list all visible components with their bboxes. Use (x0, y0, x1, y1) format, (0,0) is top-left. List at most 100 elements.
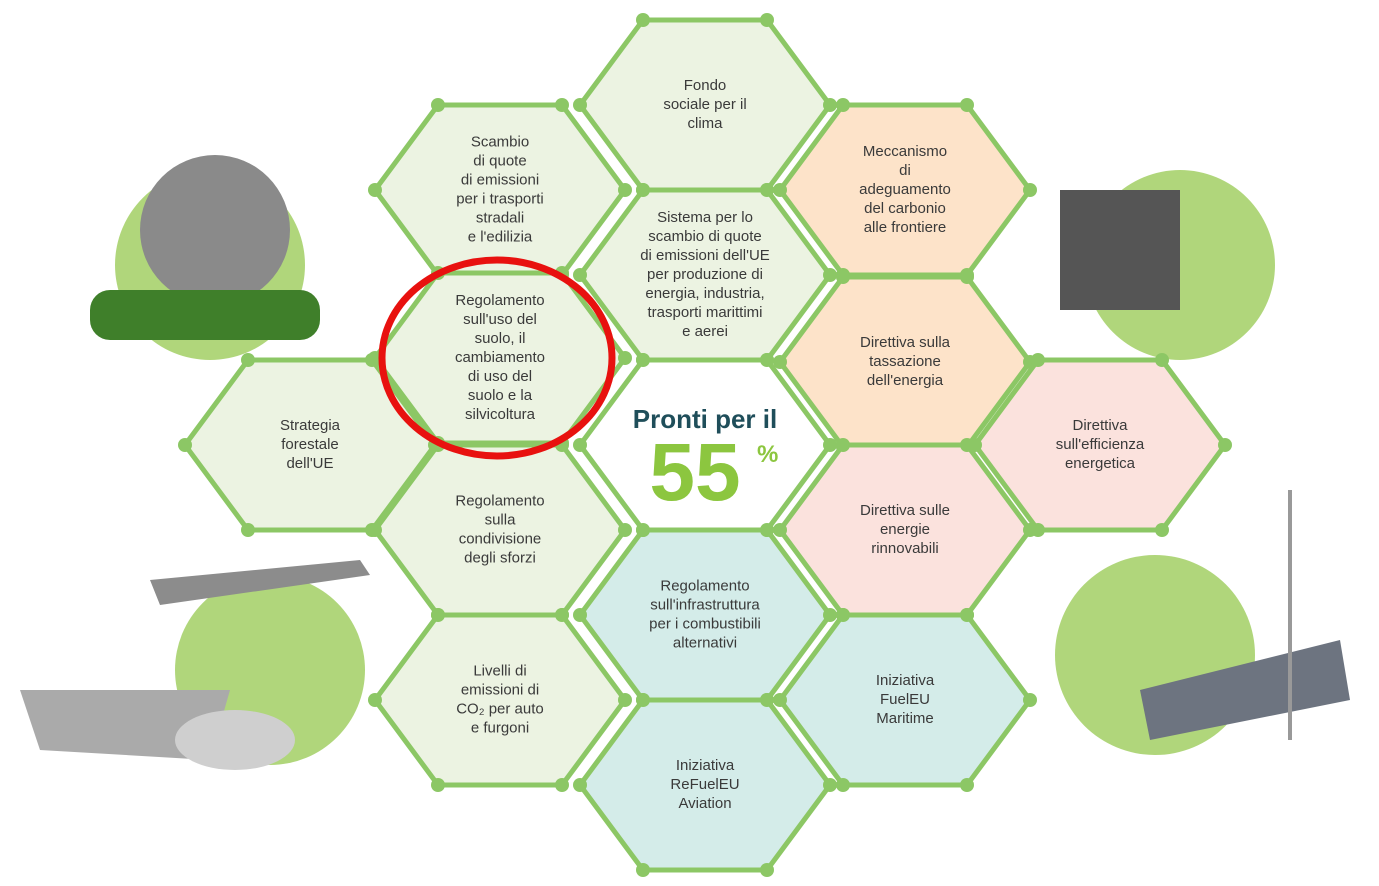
hexagon-node (618, 693, 632, 707)
hexagon-label: per i trasporti (456, 190, 544, 207)
hexagon-node (836, 608, 850, 622)
hexagon-label: Livelli di (473, 662, 526, 679)
hexagon-node (773, 523, 787, 537)
hexagon-label: per i combustibili (649, 615, 761, 632)
hexagon-node (760, 863, 774, 877)
hexagon-node (178, 438, 192, 452)
hexagon-label: rinnovabili (871, 540, 939, 557)
hexagon-node (555, 608, 569, 622)
hexagon-node (1031, 353, 1045, 367)
car (175, 710, 295, 770)
hexagon-node (573, 778, 587, 792)
hexagon-label: energia, industria, (645, 285, 764, 302)
hexagon-label: alle frontiere (864, 219, 947, 236)
hexagon-node (573, 268, 587, 282)
hexagon-node (823, 98, 837, 112)
hexagon-label: Iniziativa (876, 672, 935, 689)
hexagon-node (760, 693, 774, 707)
hexagon-label: sull'efficienza (1056, 436, 1145, 453)
hexagon-label: di emissioni dell'UE (640, 247, 770, 264)
hexagon-node (773, 693, 787, 707)
hexagon-label: degli sforzi (464, 549, 536, 566)
hexagon-label: tassazione (869, 353, 941, 370)
hexagon-label: Direttiva sulla (860, 334, 951, 351)
hexagon-label: e furgoni (471, 719, 529, 736)
hexagon-label: di quote (473, 152, 526, 169)
hexagon-node (1155, 523, 1169, 537)
hexagon-node (241, 523, 255, 537)
hexagon-label: FuelEU (880, 691, 930, 708)
hexagon-label: adeguamento (859, 181, 951, 198)
hexagon-label: sociale per il (663, 96, 746, 113)
center-number: 55 (649, 427, 740, 518)
hexagon-label: stradali (476, 209, 524, 226)
hexagon-label: Direttiva sulle (860, 502, 950, 519)
hexagon-node (555, 778, 569, 792)
hexagon-node (960, 98, 974, 112)
hexagon-label: dell'UE (286, 455, 333, 472)
hexagon-node (636, 693, 650, 707)
hexagon-node (431, 98, 445, 112)
hexagon-node (618, 351, 632, 365)
hexagon-node (836, 438, 850, 452)
hexagon-node (836, 778, 850, 792)
hexagon-label: scambio di quote (648, 228, 761, 245)
hexagon-label: sull'infrastruttura (650, 596, 760, 613)
hexagon-label: Sistema per lo (657, 209, 753, 226)
hexagon-label: del carbonio (864, 200, 946, 217)
hexagon-label: trasporti marittimi (647, 304, 762, 321)
hexagon-node (960, 608, 974, 622)
hexagon-label: Regolamento (660, 577, 749, 594)
hexagon-node (1023, 523, 1037, 537)
hexagon-label: ReFuelEU (670, 776, 739, 793)
hexagon-label: sulla (485, 511, 517, 528)
hexagon-node (823, 778, 837, 792)
hexagon-node (823, 608, 837, 622)
hexagon-label: alternativi (673, 634, 737, 651)
hexagon-label: condivisione (459, 530, 542, 547)
container (1060, 190, 1180, 310)
hexagon-node (573, 98, 587, 112)
center-unit: % (757, 441, 778, 468)
hexagon-node (760, 353, 774, 367)
hexagon-label: e aerei (682, 323, 728, 340)
hexagon-label: Maritime (876, 710, 934, 727)
hexagon-node (836, 270, 850, 284)
hexagon-node (636, 183, 650, 197)
hexagon-node (760, 13, 774, 27)
hexagon-node (573, 438, 587, 452)
hexagon-label: Aviation (678, 795, 731, 812)
hexagon-label: energie (880, 521, 930, 538)
hexagon-label: di uso del (468, 368, 532, 385)
hexagon-label: Regolamento (455, 292, 544, 309)
hexagon-node (365, 353, 379, 367)
hexagon-label: Fondo (684, 77, 727, 94)
hexagon-node (760, 523, 774, 537)
hexagon-label: sull'uso del (463, 311, 537, 328)
hexagon-node (618, 183, 632, 197)
hexagon-label: di (899, 162, 911, 179)
hexagon-node (1023, 693, 1037, 707)
hexagon-label: energetica (1065, 455, 1136, 472)
hexagon-node (636, 523, 650, 537)
hexagon-label: per produzione di (647, 266, 763, 283)
hexagon-label: Direttiva (1072, 417, 1128, 434)
hexagon-node (836, 98, 850, 112)
hexagon-node (636, 13, 650, 27)
hexagon-node (823, 438, 837, 452)
hexagon-node (960, 270, 974, 284)
hexagon-node (431, 778, 445, 792)
hexagon-node (555, 98, 569, 112)
hexagon-node (431, 608, 445, 622)
hexagon-label: cambiamento (455, 349, 545, 366)
hexagon-label: forestale (281, 436, 339, 453)
hexagon-label: Iniziativa (676, 757, 735, 774)
hexagon-node (1155, 353, 1169, 367)
hexagon-node (1218, 438, 1232, 452)
hexagon-label: Regolamento (455, 492, 544, 509)
hexagon-node (773, 183, 787, 197)
diagram: Fondosociale per ilclimaScambiodi quoted… (0, 0, 1379, 886)
hexagon-node (960, 778, 974, 792)
hexagon-node (760, 183, 774, 197)
hexagon-label: e l'edilizia (468, 228, 533, 245)
